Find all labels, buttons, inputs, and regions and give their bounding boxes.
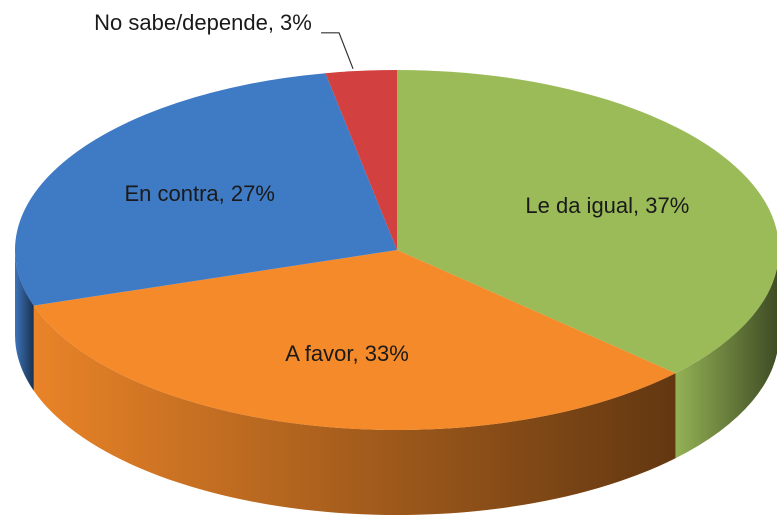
slice-side-shade — [33, 305, 676, 515]
data-label: A favor, 33% — [285, 341, 409, 366]
slice — [325, 70, 397, 250]
data-label: En contra, 27% — [124, 181, 274, 206]
leader-line — [321, 32, 354, 70]
slice — [14, 73, 398, 306]
slice-side-shade — [15, 250, 34, 391]
data-label: Le da igual, 37% — [525, 193, 689, 218]
slice-side-shade — [675, 268, 777, 459]
slice — [397, 70, 777, 374]
slice — [33, 250, 676, 431]
data-label: No sabe/depende, 3% — [94, 10, 312, 35]
